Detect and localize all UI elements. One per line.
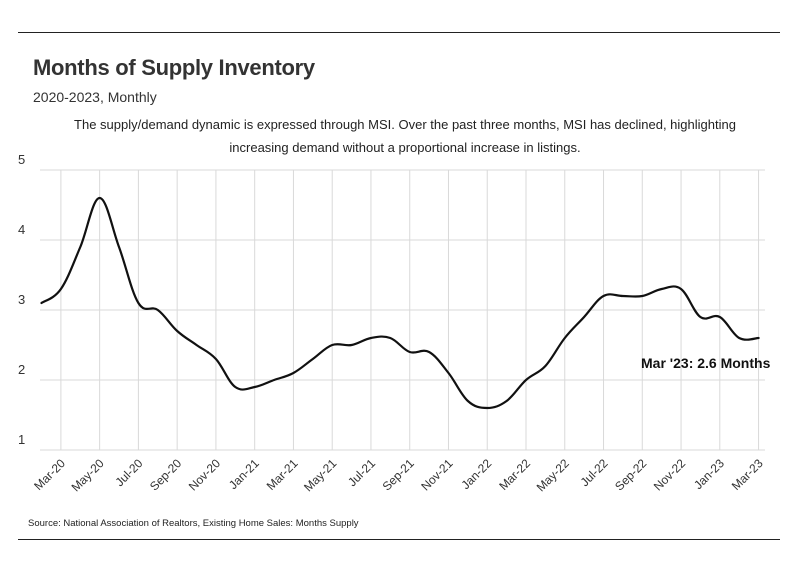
x-tick-label: Mar-21 xyxy=(264,456,301,493)
y-tick-label: 2 xyxy=(18,362,25,377)
x-tick-label: Jan-23 xyxy=(691,456,727,492)
x-tick-label: Jul-21 xyxy=(345,456,378,489)
x-tick-label: Jan-22 xyxy=(459,456,495,492)
series-line-months-supply xyxy=(40,196,760,410)
bottom-rule xyxy=(18,539,780,540)
chart-subtitle: 2020-2023, Monthly xyxy=(33,89,157,105)
x-tick-label: May-22 xyxy=(534,456,572,494)
x-tick-label: May-20 xyxy=(69,456,107,494)
chart-title: Months of Supply Inventory xyxy=(33,55,315,80)
last-value-annotation: Mar '23: 2.6 Months xyxy=(641,355,771,371)
source-note: Source: National Association of Realtors… xyxy=(28,518,359,529)
grid-lines xyxy=(40,169,765,451)
y-tick-label: 5 xyxy=(18,152,25,167)
x-tick-label: Nov-20 xyxy=(186,456,223,493)
top-rule xyxy=(18,32,780,33)
y-tick-label: 1 xyxy=(18,432,25,447)
chart-description: The supply/demand dynamic is expressed t… xyxy=(74,117,736,155)
x-tick-label: Jul-22 xyxy=(578,456,611,489)
x-axis-ticks: Mar-20 May-20 Jul-20 Sep-20 Nov-20 Jan-21 Mar-… xyxy=(31,456,766,494)
y-axis-ticks: 1 2 3 4 5 xyxy=(18,152,25,447)
x-tick-label: Mar-22 xyxy=(496,456,533,493)
x-tick-label: May-21 xyxy=(301,456,339,494)
x-tick-label: Sep-21 xyxy=(380,456,417,493)
x-tick-label: Nov-22 xyxy=(651,456,688,493)
y-tick-label: 4 xyxy=(18,222,25,237)
x-tick-label: Jan-21 xyxy=(226,456,262,492)
x-tick-label: Sep-22 xyxy=(612,456,649,493)
x-tick-label: Jul-20 xyxy=(113,456,146,489)
x-tick-label: Sep-20 xyxy=(147,456,184,493)
x-tick-label: Nov-21 xyxy=(418,456,455,493)
x-tick-label: Mar-23 xyxy=(729,456,766,493)
y-tick-label: 3 xyxy=(18,292,25,307)
x-tick-label: Mar-20 xyxy=(31,456,68,493)
